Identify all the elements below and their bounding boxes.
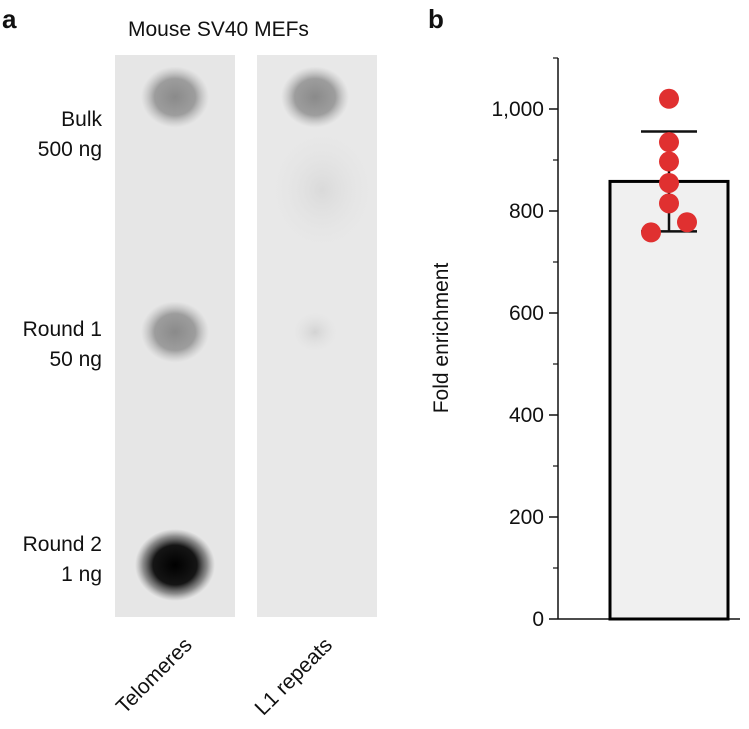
panel-a-letter: a [2, 4, 17, 34]
data-point [659, 193, 679, 214]
data-point [659, 172, 679, 193]
bar [608, 179, 730, 621]
row-label-line2: 500 ng [37, 138, 102, 161]
blot-title: Mouse SV40 MEFs [128, 18, 309, 41]
row-label-line2: 1 ng [61, 563, 102, 586]
row-label-round1: Round 1 50 ng [0, 315, 102, 375]
data-point [641, 222, 661, 243]
blot-spot [141, 301, 209, 363]
data-point [677, 212, 697, 233]
bar-chart: Fold enrichment 0 200 400 600 800 1,000 [430, 57, 740, 631]
blot-spot [141, 66, 209, 128]
y-tick-label: 1,000 [491, 98, 544, 121]
y-tick-label: 200 [509, 506, 544, 529]
row-label-line1: Round 1 [22, 318, 102, 341]
row-label-round2: Round 2 1 ng [0, 530, 102, 590]
panel-b-letter: b [428, 4, 444, 34]
blot-spot [281, 66, 349, 128]
y-tick-label: 800 [509, 200, 544, 223]
row-label-line2: 50 ng [49, 348, 102, 371]
y-tick-label: 400 [509, 404, 544, 427]
y-axis-label: Fold enrichment [430, 263, 453, 414]
dot-blot [115, 55, 377, 617]
data-point [659, 132, 679, 153]
data-point [659, 88, 679, 109]
row-label-line1: Bulk [61, 108, 102, 131]
row-label-bulk: Bulk 500 ng [0, 105, 102, 165]
row-label-line1: Round 2 [22, 533, 102, 556]
y-tick-label: 0 [532, 608, 544, 631]
blot-spot [293, 312, 337, 352]
blot-spot [135, 529, 215, 601]
blot-smear [270, 130, 374, 250]
y-tick-label: 600 [509, 302, 544, 325]
data-point [659, 151, 679, 172]
